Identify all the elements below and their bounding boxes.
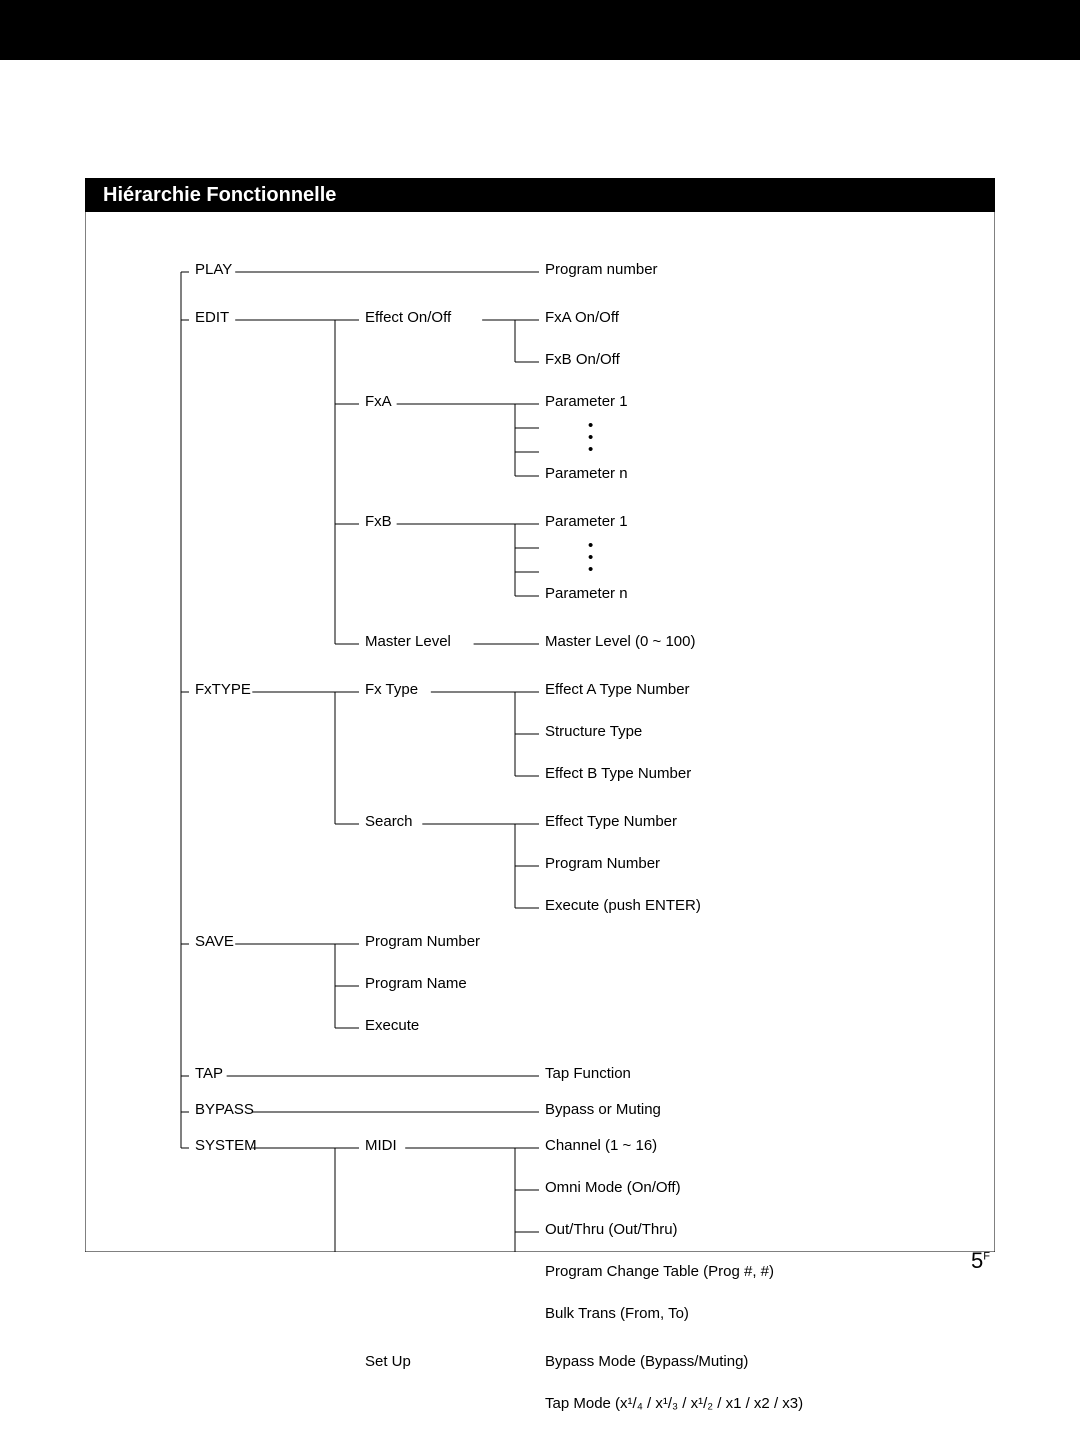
page: Hiérarchie Fonctionnelle PLAY EDIT FxTYPE S… xyxy=(0,0,1080,1439)
leaf-channel: Channel (1 ~ 16) xyxy=(545,1137,657,1154)
root-FxTYPE: FxTYPE xyxy=(195,681,251,698)
leaf-effA: Effect A Type Number xyxy=(545,681,690,698)
root-BYPASS: BYPASS xyxy=(195,1101,254,1118)
mid-FxType: Fx Type xyxy=(365,681,418,698)
root-EDIT: EDIT xyxy=(195,309,229,326)
leaf-fxb-onoff: FxB On/Off xyxy=(545,351,620,368)
tree-lines xyxy=(85,212,995,1252)
leaf-effB: Effect B Type Number xyxy=(545,765,691,782)
root-PLAY: PLAY xyxy=(195,261,232,278)
leaf-program-number: Program number xyxy=(545,261,658,278)
mid-MIDI: MIDI xyxy=(365,1137,397,1154)
leaf-fxb-param1: Parameter 1 xyxy=(545,513,628,530)
leaf-execenter: Execute (push ENTER) xyxy=(545,897,701,914)
mid-prognum: Program Number xyxy=(365,933,480,950)
leaf-efftype: Effect Type Number xyxy=(545,813,677,830)
mid-progname: Program Name xyxy=(365,975,467,992)
vertical-dots: • xyxy=(588,446,593,454)
hierarchy-diagram: PLAY EDIT FxTYPE SAVE TAP BYPASS SYSTEM Program… xyxy=(85,212,995,1252)
top-black-bar xyxy=(0,0,1080,60)
mid-exec: Execute xyxy=(365,1017,419,1034)
section-title: Hiérarchie Fonctionnelle xyxy=(103,184,336,207)
page-number-suffix: F xyxy=(983,1251,990,1263)
leaf-bulk: Bulk Trans (From, To) xyxy=(545,1305,689,1322)
mid-EffectOnOff: Effect On/Off xyxy=(365,309,451,326)
leaf-bypassmute: Bypass or Muting xyxy=(545,1101,661,1118)
mid-FxB: FxB xyxy=(365,513,392,530)
leaf-fxa-paramn: Parameter n xyxy=(545,465,628,482)
mid-Search: Search xyxy=(365,813,413,830)
leaf-fxa-param1: Parameter 1 xyxy=(545,393,628,410)
leaf-outthru: Out/Thru (Out/Thru) xyxy=(545,1221,678,1238)
page-number-value: 5 xyxy=(971,1248,983,1273)
root-SAVE: SAVE xyxy=(195,933,234,950)
leaf-master-level: Master Level (0 ~ 100) xyxy=(545,633,696,650)
leaf-pct: Program Change Table (Prog #, #) xyxy=(545,1263,774,1280)
leaf-bypassmode: Bypass Mode (Bypass/Muting) xyxy=(545,1353,748,1370)
leaf-prognum: Program Number xyxy=(545,855,660,872)
leaf-tapmode: Tap Mode (x¹/₄ / x¹/₃ / x¹/₂ / x1 / x2 /… xyxy=(545,1395,803,1412)
leaf-omni: Omni Mode (On/Off) xyxy=(545,1179,681,1196)
mid-FxA: FxA xyxy=(365,393,392,410)
section-header: Hiérarchie Fonctionnelle xyxy=(85,178,995,212)
root-TAP: TAP xyxy=(195,1065,223,1082)
page-number: 5F xyxy=(971,1248,990,1274)
leaf-tapfunc: Tap Function xyxy=(545,1065,631,1082)
root-SYSTEM: SYSTEM xyxy=(195,1137,257,1154)
mid-SetUp: Set Up xyxy=(365,1353,411,1370)
vertical-dots: • xyxy=(588,566,593,574)
mid-MasterLevel: Master Level xyxy=(365,633,451,650)
leaf-fxb-paramn: Parameter n xyxy=(545,585,628,602)
leaf-struct: Structure Type xyxy=(545,723,642,740)
leaf-fxa-onoff: FxA On/Off xyxy=(545,309,619,326)
